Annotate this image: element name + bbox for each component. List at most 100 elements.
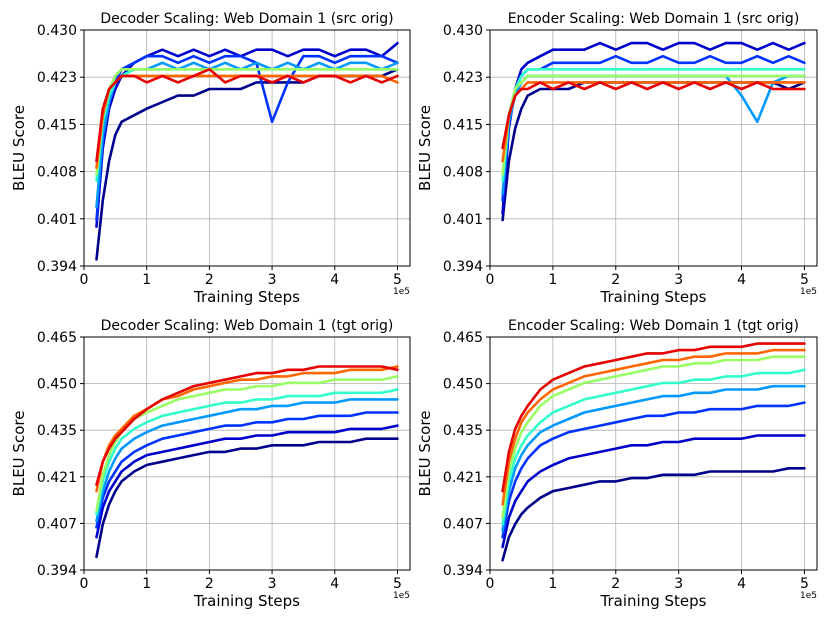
y-tick-label: 0.430 bbox=[37, 23, 77, 39]
series-line-7 bbox=[95, 74, 399, 169]
x-tick-label: 2 bbox=[611, 576, 620, 592]
series-line-4 bbox=[95, 61, 399, 209]
y-tick-label: 0.450 bbox=[443, 377, 483, 393]
series-line-5 bbox=[501, 368, 806, 526]
x-tick-label: 3 bbox=[674, 272, 683, 288]
x-tick-label: 0 bbox=[80, 272, 89, 288]
series-line-2 bbox=[501, 41, 806, 215]
series-line-7 bbox=[95, 365, 399, 493]
series-line-1 bbox=[501, 466, 806, 562]
series-group bbox=[95, 41, 399, 261]
y-tick-label: 0.421 bbox=[443, 470, 483, 486]
series-line-4 bbox=[501, 74, 806, 196]
x-tick-label: 1 bbox=[548, 272, 557, 288]
chart-title: Decoder Scaling: Web Domain 1 (tgt orig) bbox=[101, 318, 394, 334]
series-line-6 bbox=[95, 375, 399, 513]
y-tick-label: 0.415 bbox=[443, 117, 483, 133]
series-line-8 bbox=[501, 81, 806, 150]
y-tick-label: 0.435 bbox=[37, 423, 77, 439]
x-offset-label: 1e5 bbox=[393, 591, 410, 601]
series-line-1 bbox=[501, 81, 806, 222]
x-tick-label: 3 bbox=[674, 576, 683, 592]
x-tick-label: 0 bbox=[486, 576, 495, 592]
x-axis-label: Training Steps bbox=[193, 592, 300, 610]
y-tick-label: 0.421 bbox=[37, 470, 77, 486]
y-axis-label: BLEU Score bbox=[416, 411, 434, 497]
y-tick-label: 0.408 bbox=[37, 165, 77, 181]
series-group bbox=[501, 342, 806, 562]
series-line-7 bbox=[501, 348, 806, 506]
y-tick-label: 0.430 bbox=[443, 23, 483, 39]
x-tick-label: 1 bbox=[142, 576, 151, 592]
series-line-1 bbox=[95, 68, 399, 261]
series-line-5 bbox=[95, 388, 399, 516]
x-tick-label: 5 bbox=[393, 272, 402, 288]
x-offset-label: 1e5 bbox=[800, 591, 817, 601]
x-tick-label: 2 bbox=[205, 576, 214, 592]
y-tick-label: 0.401 bbox=[443, 212, 483, 228]
series-line-2 bbox=[95, 41, 399, 228]
chart-title: Encoder Scaling: Web Domain 1 (tgt orig) bbox=[508, 318, 799, 334]
y-axis-label: BLEU Score bbox=[10, 411, 28, 497]
series-line-7 bbox=[501, 81, 806, 163]
series-line-2 bbox=[95, 424, 399, 539]
series-line-3 bbox=[95, 54, 399, 222]
x-tick-label: 5 bbox=[800, 272, 809, 288]
series-line-1 bbox=[95, 437, 399, 559]
x-axis-label: Training Steps bbox=[600, 288, 707, 306]
y-axis-label: BLEU Score bbox=[10, 105, 28, 191]
series-group bbox=[95, 365, 399, 559]
plot-frame bbox=[83, 29, 411, 267]
series-line-4 bbox=[95, 398, 399, 523]
chart-title: Decoder Scaling: Web Domain 1 (src orig) bbox=[100, 11, 393, 27]
y-tick-label: 0.465 bbox=[37, 330, 77, 346]
x-axis-label: Training Steps bbox=[193, 288, 300, 306]
x-tick-label: 4 bbox=[330, 272, 339, 288]
x-tick-label: 2 bbox=[205, 272, 214, 288]
x-tick-label: 0 bbox=[80, 576, 89, 592]
y-tick-label: 0.394 bbox=[443, 563, 483, 579]
y-tick-label: 0.450 bbox=[37, 377, 77, 393]
series-line-6 bbox=[501, 355, 806, 519]
series-line-8 bbox=[95, 68, 399, 163]
plot-frame bbox=[489, 336, 818, 571]
series-line-3 bbox=[501, 401, 806, 539]
y-tick-label: 0.435 bbox=[443, 423, 483, 439]
series-group bbox=[501, 41, 806, 222]
y-tick-label: 0.407 bbox=[37, 516, 77, 532]
subplot-4: 0 1 2 3 4 5 0.394 0.407 0.421 0.435 0.450 0.465 Enco… bbox=[416, 318, 818, 610]
series-line-6 bbox=[501, 74, 806, 176]
series-line-6 bbox=[95, 68, 399, 176]
plot-frame bbox=[489, 29, 818, 267]
series-line-3 bbox=[95, 411, 399, 529]
x-tick-label: 5 bbox=[800, 576, 809, 592]
y-tick-label: 0.408 bbox=[443, 165, 483, 181]
series-line-2 bbox=[501, 434, 806, 549]
y-tick-label: 0.394 bbox=[37, 563, 77, 579]
y-tick-label: 0.465 bbox=[443, 330, 483, 346]
series-line-5 bbox=[501, 68, 806, 183]
x-tick-label: 4 bbox=[737, 576, 746, 592]
series-line-8 bbox=[501, 342, 806, 493]
x-tick-label: 3 bbox=[268, 272, 277, 288]
x-offset-label: 1e5 bbox=[393, 287, 410, 297]
y-tick-label: 0.394 bbox=[37, 259, 77, 275]
plot-frame bbox=[83, 336, 411, 571]
series-line-4 bbox=[501, 384, 806, 532]
y-tick-label: 0.394 bbox=[443, 259, 483, 275]
x-tick-label: 2 bbox=[611, 272, 620, 288]
y-tick-label: 0.407 bbox=[443, 516, 483, 532]
series-line-8 bbox=[95, 365, 399, 487]
x-tick-label: 0 bbox=[486, 272, 495, 288]
y-tick-label: 0.423 bbox=[37, 70, 77, 86]
y-tick-label: 0.415 bbox=[37, 117, 77, 133]
y-axis-label: BLEU Score bbox=[416, 105, 434, 191]
subplot-2: 0 1 2 3 4 5 0.394 0.401 0.408 0.415 0.423 0.430 Enco… bbox=[416, 11, 818, 306]
x-tick-label: 1 bbox=[548, 576, 557, 592]
y-tick-label: 0.423 bbox=[443, 70, 483, 86]
x-tick-label: 1 bbox=[142, 272, 151, 288]
x-tick-label: 3 bbox=[268, 576, 277, 592]
subplot-3: 0 1 2 3 4 5 0.394 0.407 0.421 0.435 0.450 0.465 Deco… bbox=[10, 318, 411, 610]
